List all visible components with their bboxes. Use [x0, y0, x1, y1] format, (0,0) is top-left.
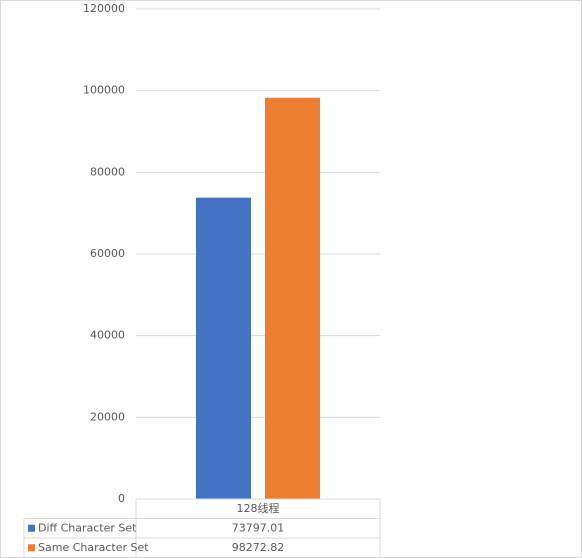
table-value: 73797.01	[232, 521, 285, 534]
bar	[196, 197, 251, 499]
y-tick-label: 100000	[83, 84, 125, 97]
y-tick-label: 80000	[90, 165, 125, 178]
y-tick-label: 0	[118, 492, 125, 505]
table-value: 98272.82	[232, 541, 285, 554]
bar	[265, 97, 320, 500]
x-tick-label: 128线程	[237, 501, 280, 515]
y-tick-label: 120000	[83, 2, 125, 15]
y-tick-label: 60000	[90, 247, 125, 260]
y-tick-label: 40000	[90, 329, 125, 342]
legend-label: Diff Character Set	[38, 521, 137, 534]
y-tick-label: 20000	[90, 410, 125, 423]
legend-key	[28, 544, 35, 552]
legend-key	[28, 524, 35, 532]
legend-label: Same Character Set	[38, 541, 149, 554]
